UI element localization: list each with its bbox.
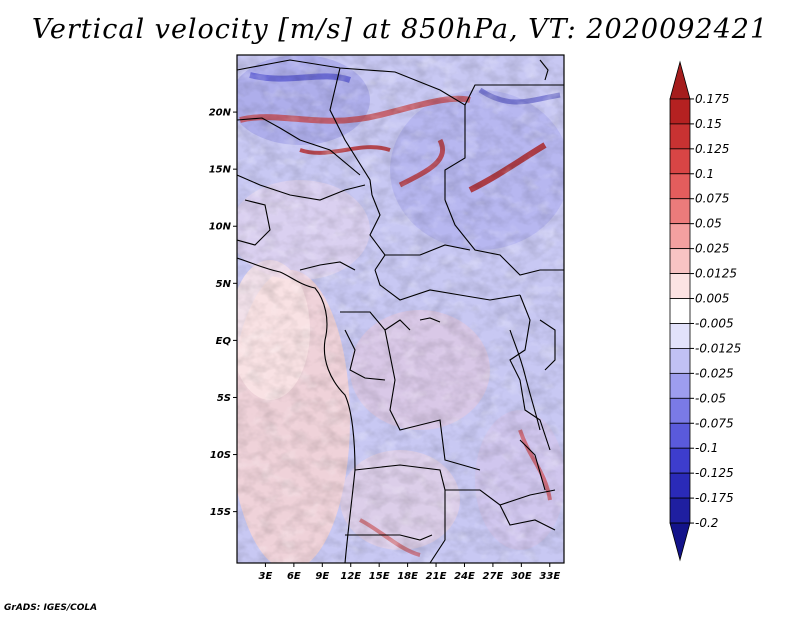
colorbar-label: -0.025 [695,366,734,380]
colorbar-label: 0.0125 [695,267,737,281]
colorbar-swatch [669,372,691,399]
map-frame [236,54,565,564]
lon-label: 18E [397,571,418,582]
colorbar-swatch [669,98,691,125]
velocity-field [237,55,564,563]
lon-label: 15E [369,571,390,582]
colorbar-swatch [669,298,691,324]
colorbar-swatch [669,323,691,349]
colorbar-label: 0.15 [695,117,722,131]
colorbar-swatch [669,422,691,449]
colorbar-swatch [669,248,691,274]
colorbar-label: -0.0125 [695,341,741,355]
lon-label: 3E [259,571,273,582]
colorbar-swatch [669,522,691,562]
colorbar-swatch [669,223,691,250]
map-title: Vertical velocity [m/s] at 850hPa, VT: 2… [31,14,769,45]
lon-label: 27E [483,571,504,582]
colorbar-label: -0.1 [695,441,718,455]
colorbar-swatch [669,497,691,524]
lon-label: 9E [315,571,329,582]
colorbar-swatch [669,397,691,424]
colorbar-label: -0.005 [695,316,734,330]
lon-label: 21E [426,571,447,582]
lon-label: 12E [340,571,361,582]
colorbar-swatch [669,273,691,299]
footer-credit: GrADS: IGES/COLA [4,603,98,613]
country-borders [237,59,564,563]
colorbar-swatch [669,148,691,175]
colorbar-swatch [669,123,691,150]
lat-label: EQ [216,336,232,347]
colorbar-label: 0.075 [695,192,729,206]
colorbar-label: 0.05 [695,217,722,231]
lon-label: 24E [454,571,475,582]
lat-label: 15N [209,165,232,176]
lon-label: 33E [539,571,560,582]
colorbar-label: -0.075 [695,416,734,430]
colorbar-swatch [669,198,691,225]
longitude-axis: 3E 6E 9E 12E 15E 18E 21E 24E 27E 30E 33E [259,563,560,582]
latitude-axis: 20N 15N 10N 5N EQ 5S 10S 15S [209,108,237,518]
colorbar-label: 0.1 [695,167,714,181]
lon-label: 6E [287,571,301,582]
lat-label: 10S [210,450,231,461]
colorbar-label: -0.2 [695,516,718,530]
colorbar-label: -0.125 [695,466,734,480]
colorbar-label: 0.005 [695,292,729,306]
lon-label: 30E [511,571,532,582]
colorbar: 0.175 0.15 0.125 0.1 0.075 0.05 0.025 0.0125 0.0… [669,60,741,562]
colorbar-swatch [669,60,691,100]
lat-label: 5N [216,279,232,290]
colorbar-swatch [669,472,691,499]
lat-label: 20N [209,108,232,119]
colorbar-label: -0.05 [695,391,726,405]
colorbar-swatch [669,173,691,200]
lat-label: 10N [209,222,232,233]
lat-label: 15S [210,507,231,518]
lat-label: 5S [217,393,231,404]
colorbar-label: 0.175 [695,92,729,106]
colorbar-swatch [669,348,691,374]
colorbar-label: 0.025 [695,242,729,256]
colorbar-label: -0.175 [695,491,734,505]
colorbar-swatch [669,447,691,474]
colorbar-label: 0.125 [695,142,729,156]
